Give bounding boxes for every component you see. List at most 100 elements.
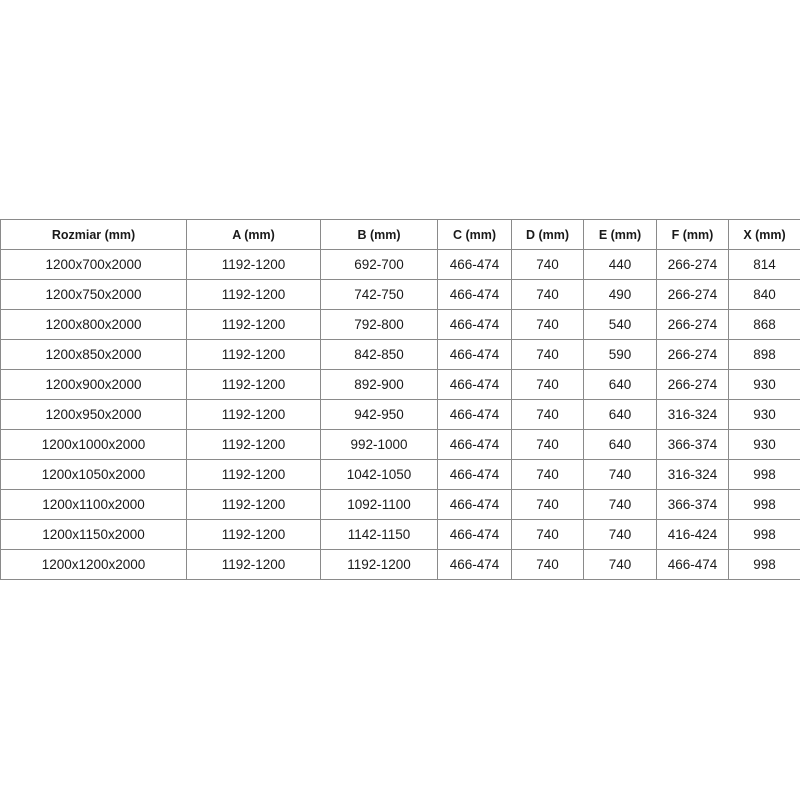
table-cell: 466-474 (437, 399, 512, 430)
dimensions-table: Rozmiar (mm) A (mm) B (mm) C (mm) D (mm) E (m… (0, 219, 800, 580)
table-cell: 1200x750x2000 (0, 279, 187, 310)
table-cell: 640 (583, 429, 657, 460)
table-cell: 440 (583, 249, 657, 280)
table-cell: 814 (728, 249, 800, 280)
table-cell: 466-474 (437, 459, 512, 490)
table-cell: 466-474 (437, 549, 512, 580)
table-cell: 466-474 (437, 369, 512, 400)
table-cell: 1200x1200x2000 (0, 549, 187, 580)
table-cell: 740 (511, 549, 584, 580)
table-cell: 1192-1200 (320, 549, 438, 580)
table-header-row: Rozmiar (mm) A (mm) B (mm) C (mm) D (mm) E (m… (0, 219, 800, 250)
table-cell: 316-324 (656, 399, 729, 430)
table-cell: 930 (728, 429, 800, 460)
table-cell: 740 (511, 279, 584, 310)
table-cell: 930 (728, 399, 800, 430)
table-cell: 1142-1150 (320, 519, 438, 550)
table-cell: 1200x700x2000 (0, 249, 187, 280)
table-row: 1200x750x2000 1192-1200 742-750 466-474 740 4… (0, 279, 800, 310)
table-cell: 892-900 (320, 369, 438, 400)
table-cell: 466-474 (437, 309, 512, 340)
table-row: 1200x1050x2000 1192-1200 1042-1050 466-474 7… (0, 459, 800, 490)
table-cell: 742-750 (320, 279, 438, 310)
table-cell: 640 (583, 399, 657, 430)
table-row: 1200x800x2000 1192-1200 792-800 466-474 740 5… (0, 309, 800, 340)
table-row: 1200x850x2000 1192-1200 842-850 466-474 740 5… (0, 339, 800, 370)
table-cell: 1192-1200 (186, 369, 321, 400)
table-cell: 740 (511, 459, 584, 490)
table-row: 1200x1000x2000 1192-1200 992-1000 466-474 74… (0, 429, 800, 460)
table-cell: 740 (511, 489, 584, 520)
table-cell: 740 (511, 369, 584, 400)
table-cell: 1200x1150x2000 (0, 519, 187, 550)
table-cell: 1200x1100x2000 (0, 489, 187, 520)
table-row: 1200x1100x2000 1192-1200 1092-1100 466-474 7… (0, 489, 800, 520)
table-cell: 1200x900x2000 (0, 369, 187, 400)
table-row: 1200x950x2000 1192-1200 942-950 466-474 740 6… (0, 399, 800, 430)
table-cell: 930 (728, 369, 800, 400)
table-cell: 1192-1200 (186, 519, 321, 550)
table-row: 1200x900x2000 1192-1200 892-900 466-474 740 6… (0, 369, 800, 400)
table-cell: 466-474 (437, 519, 512, 550)
table-row: 1200x1150x2000 1192-1200 1142-1150 466-474 7… (0, 519, 800, 550)
table-cell: 840 (728, 279, 800, 310)
table-cell: 266-274 (656, 339, 729, 370)
table-cell: 316-324 (656, 459, 729, 490)
table-cell: 590 (583, 339, 657, 370)
table-cell: 490 (583, 279, 657, 310)
column-header: A (mm) (186, 219, 321, 250)
table-cell: 1200x850x2000 (0, 339, 187, 370)
table-cell: 740 (511, 249, 584, 280)
table-cell: 740 (511, 429, 584, 460)
table-cell: 1200x1000x2000 (0, 429, 187, 460)
table-cell: 1042-1050 (320, 459, 438, 490)
column-header: C (mm) (437, 219, 512, 250)
table-cell: 740 (583, 459, 657, 490)
table-cell: 640 (583, 369, 657, 400)
table-cell: 1192-1200 (186, 429, 321, 460)
table-cell: 1092-1100 (320, 489, 438, 520)
table-cell: 540 (583, 309, 657, 340)
table-cell: 366-374 (656, 489, 729, 520)
table-cell: 466-474 (437, 339, 512, 370)
table-cell: 998 (728, 489, 800, 520)
column-header: F (mm) (656, 219, 729, 250)
table-cell: 998 (728, 519, 800, 550)
table-cell: 466-474 (437, 489, 512, 520)
table-cell: 1192-1200 (186, 489, 321, 520)
table-cell: 842-850 (320, 339, 438, 370)
table-cell: 1192-1200 (186, 399, 321, 430)
table-cell: 998 (728, 549, 800, 580)
table-cell: 740 (511, 519, 584, 550)
table-cell: 792-800 (320, 309, 438, 340)
table-cell: 740 (511, 339, 584, 370)
table-cell: 1192-1200 (186, 309, 321, 340)
table-cell: 740 (511, 309, 584, 340)
table-cell: 466-474 (656, 549, 729, 580)
table-cell: 1192-1200 (186, 459, 321, 490)
table-cell: 266-274 (656, 279, 729, 310)
table-cell: 1200x800x2000 (0, 309, 187, 340)
table-cell: 266-274 (656, 309, 729, 340)
table-cell: 1192-1200 (186, 339, 321, 370)
table-cell: 1192-1200 (186, 249, 321, 280)
table-cell: 366-374 (656, 429, 729, 460)
table-cell: 1192-1200 (186, 279, 321, 310)
table-cell: 740 (583, 489, 657, 520)
column-header: D (mm) (511, 219, 584, 250)
table-cell: 266-274 (656, 249, 729, 280)
table-cell: 466-474 (437, 279, 512, 310)
table-cell: 416-424 (656, 519, 729, 550)
table-row: 1200x700x2000 1192-1200 692-700 466-474 740 4… (0, 249, 800, 280)
column-header: B (mm) (320, 219, 438, 250)
table-cell: 898 (728, 339, 800, 370)
table-cell: 740 (583, 549, 657, 580)
table-cell: 740 (511, 399, 584, 430)
table-cell: 942-950 (320, 399, 438, 430)
table-cell: 868 (728, 309, 800, 340)
table-cell: 1200x1050x2000 (0, 459, 187, 490)
table-cell: 1200x950x2000 (0, 399, 187, 430)
table-cell: 692-700 (320, 249, 438, 280)
table-row: 1200x1200x2000 1192-1200 1192-1200 466-474 7… (0, 549, 800, 580)
table-cell: 1192-1200 (186, 549, 321, 580)
